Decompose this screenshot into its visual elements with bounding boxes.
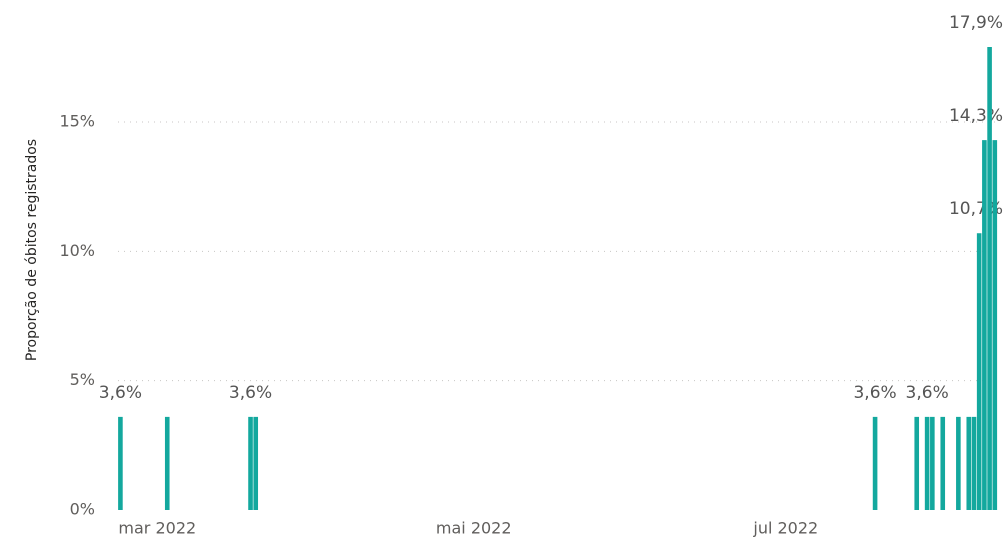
data-label: 3,6%	[906, 383, 949, 403]
data-label: 3,6%	[229, 383, 272, 403]
bar	[924, 416, 930, 510]
x-tick-label: mai 2022	[436, 519, 512, 538]
bar	[976, 233, 982, 511]
y-axis-title: Proporção de óbitos registrados	[24, 139, 40, 361]
x-tick-label: mar 2022	[118, 519, 196, 538]
bar	[118, 416, 123, 510]
bar	[914, 416, 920, 510]
y-tick-label: 10%	[59, 241, 95, 260]
data-label: 3,6%	[99, 383, 142, 403]
bar	[940, 416, 946, 510]
bar	[971, 416, 977, 510]
data-label: 17,9%	[949, 13, 1003, 33]
y-tick-label: 15%	[59, 112, 95, 131]
bar	[253, 416, 259, 510]
bar	[248, 416, 253, 510]
bar	[966, 416, 972, 510]
bar	[987, 47, 992, 510]
data-label: 3,6%	[853, 383, 896, 403]
y-tick-label: 5%	[70, 370, 95, 389]
bar	[992, 140, 998, 511]
bar	[164, 416, 170, 510]
y-tick-label: 0%	[70, 500, 95, 519]
x-tick-label: jul 2022	[752, 519, 818, 538]
data-label: 14,3%	[949, 106, 1003, 126]
bar	[930, 416, 935, 510]
bar	[956, 416, 961, 510]
bar	[872, 416, 878, 510]
bar	[982, 140, 987, 511]
